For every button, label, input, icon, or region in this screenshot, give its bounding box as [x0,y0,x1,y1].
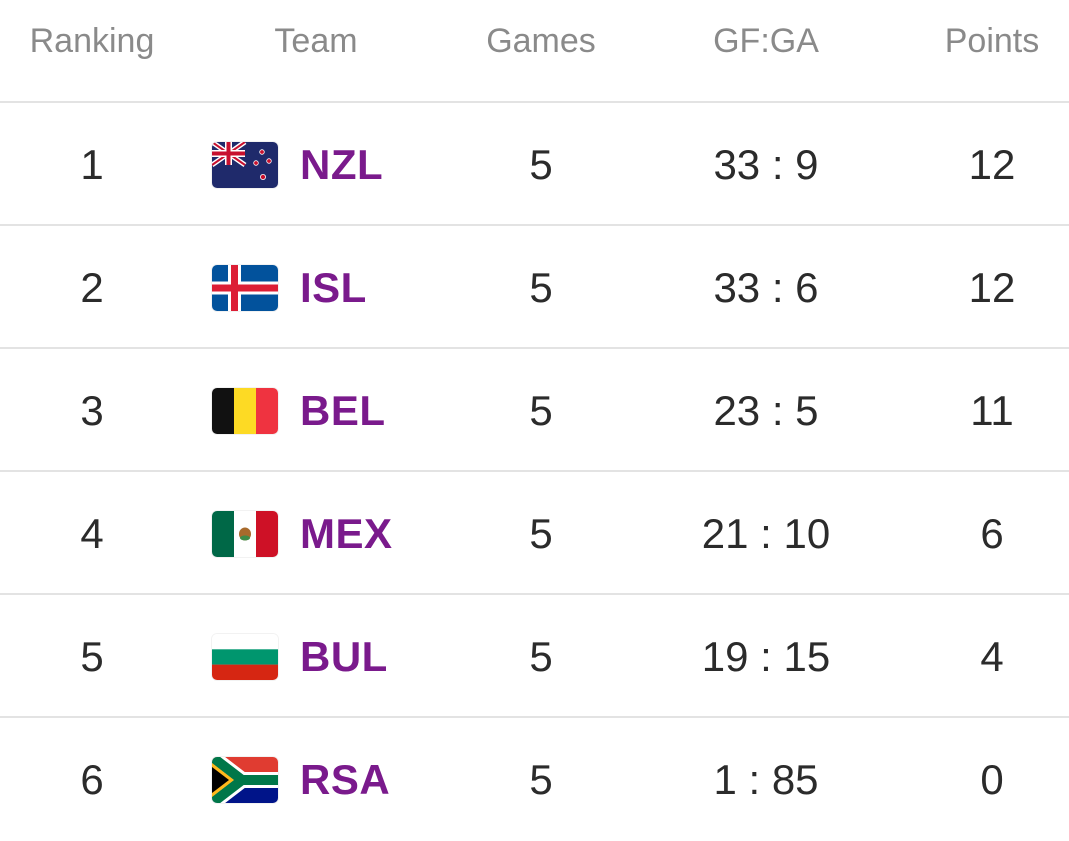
team-code: MEX [300,510,393,557]
iceland-flag-icon [212,265,278,311]
table-row[interactable]: 3 BEL 5 23 : 5 11 [0,349,1069,472]
gfga-cell: 33 : 9 [713,141,819,188]
games-cell: 5 [529,387,553,434]
team-link[interactable]: ISL [212,260,367,316]
team-code: RSA [300,756,391,803]
table-row[interactable]: 2 ISL 5 33 : 6 12 [0,226,1069,349]
team-link[interactable]: MEX [212,506,393,562]
team-link[interactable]: NZL [212,137,383,193]
rank-cell: 5 [80,633,104,680]
points-cell: 4 [980,633,1004,680]
gfga-cell: 23 : 5 [713,387,819,434]
gfga-cell: 21 : 10 [701,510,831,557]
team-code: NZL [300,141,384,188]
team-code: BUL [300,633,388,680]
games-cell: 5 [529,141,553,188]
gfga-cell: 19 : 15 [701,633,831,680]
team-code: BEL [300,387,386,434]
table-row[interactable]: 6 RSA 5 1 : 85 0 [0,718,1069,841]
table-row[interactable]: 4 MEX 5 21 : 10 6 [0,472,1069,595]
games-cell: 5 [529,264,553,311]
points-cell: 11 [970,387,1014,434]
header-points: Points [944,22,1040,60]
team-link[interactable]: BUL [212,629,388,685]
games-cell: 5 [529,510,553,557]
points-cell: 0 [980,756,1004,803]
points-cell: 12 [968,264,1016,311]
gfga-cell: 1 : 85 [713,756,819,803]
rank-cell: 1 [80,141,104,188]
new-zealand-flag-icon [212,142,278,188]
header-gfga: GF:GA [713,22,819,60]
rank-cell: 6 [80,756,104,803]
points-cell: 12 [968,141,1016,188]
table-row[interactable]: 5 BUL 5 19 : 15 4 [0,595,1069,718]
games-cell: 5 [529,756,553,803]
south-africa-flag-icon [212,757,278,803]
mexico-flag-icon [212,511,278,557]
header-games: Games [486,22,596,60]
belgium-flag-icon [212,388,278,434]
bulgaria-flag-icon [212,634,278,680]
table-row[interactable]: 1 [0,103,1069,226]
header-ranking: Ranking [29,22,155,60]
team-link[interactable]: BEL [212,383,386,439]
rank-cell: 3 [80,387,104,434]
table-header: Ranking Team Games GF:GA Points [0,0,1069,103]
header-team: Team [274,22,358,60]
team-code: ISL [300,264,367,311]
points-cell: 6 [980,510,1004,557]
games-cell: 5 [529,633,553,680]
rank-cell: 4 [80,510,104,557]
rank-cell: 2 [80,264,104,311]
gfga-cell: 33 : 6 [713,264,819,311]
team-link[interactable]: RSA [212,752,390,808]
